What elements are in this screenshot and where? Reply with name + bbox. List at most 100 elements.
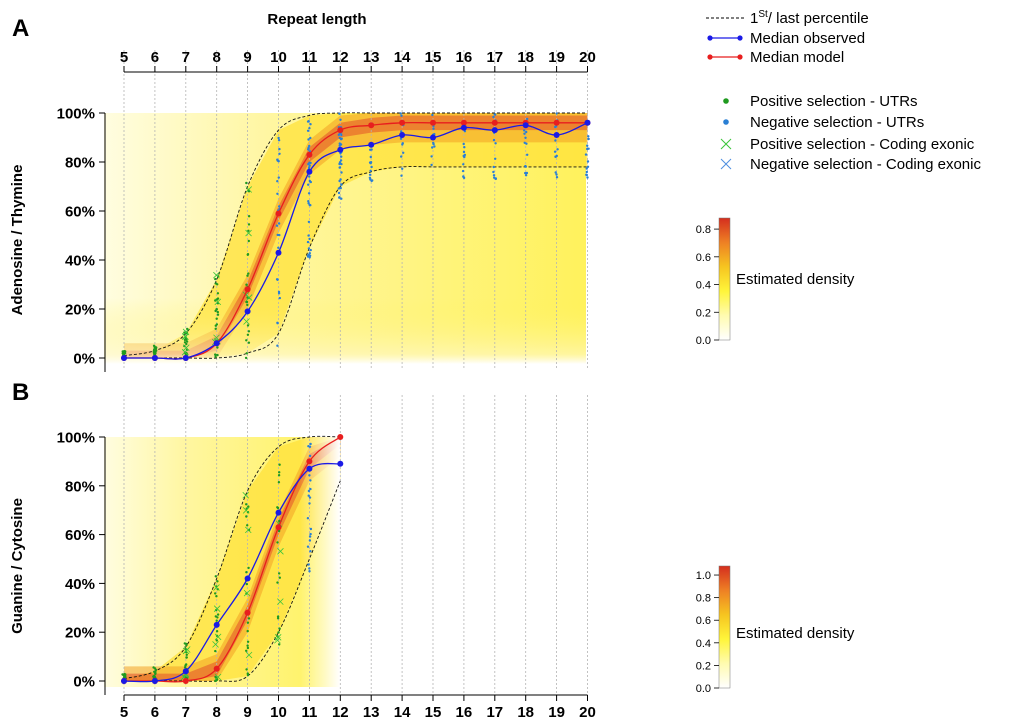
density-heatmap-a <box>104 113 588 364</box>
positive-coding-point <box>214 633 222 641</box>
x-tick-label-top-a: 11 <box>301 49 317 66</box>
positive-utr-point <box>216 310 219 314</box>
negative-utr-point <box>369 155 372 159</box>
median-observed-point <box>399 132 406 138</box>
positive-coding-point <box>213 584 220 591</box>
x-tick-label-bottom-b: 7 <box>182 704 190 720</box>
x-tick-label-top-a: 10 <box>270 49 287 66</box>
negative-utr-point <box>306 517 310 520</box>
colorbar-tick-label-a: 0.2 <box>696 307 711 319</box>
x-tick-label-bottom-b: 11 <box>301 704 317 720</box>
negative-utr-point <box>309 527 313 531</box>
positive-coding-point <box>277 598 284 605</box>
positive-utr-point <box>121 350 124 353</box>
positive-utr-point <box>214 355 217 359</box>
negative-utr-point <box>555 176 559 179</box>
negative-utr-point <box>338 166 342 169</box>
positive-utr-point <box>278 627 281 630</box>
panel-label-b: B <box>12 379 29 406</box>
colorbar-a-label: Estimated density <box>736 271 855 288</box>
positive-coding-point <box>213 605 221 612</box>
median-observed-point <box>182 668 189 675</box>
negative-utr-point <box>307 120 310 123</box>
positive-utr-point <box>278 572 281 575</box>
median-model-point <box>491 119 498 126</box>
x-tick-label-top-a: 17 <box>486 49 503 66</box>
y-tick-label-b: 40% <box>65 576 95 593</box>
gridlines-a <box>123 50 588 370</box>
positive-coding-point <box>242 491 250 499</box>
negative-utr-point <box>400 155 403 158</box>
positive-utr-point <box>276 541 279 544</box>
negative-utr-point <box>402 151 405 154</box>
heat-bottom-fade <box>104 298 586 364</box>
gridlines-b <box>123 395 588 700</box>
negative-utr-point <box>432 141 435 145</box>
negative-utr-point <box>307 494 310 497</box>
positive-utr-point <box>185 342 188 346</box>
negative-utr-point <box>307 192 311 195</box>
positive-utr-point <box>183 341 187 344</box>
negative-utr-point <box>308 474 311 477</box>
colorbar-b-label: Estimated density <box>736 625 855 642</box>
median-observed-point <box>244 575 251 582</box>
x-tick-label-bottom-b: 14 <box>394 704 411 720</box>
negative-utr-point <box>309 204 312 207</box>
median-observed-point <box>151 678 158 684</box>
x-tick-label-bottom-b: 8 <box>213 704 221 720</box>
negative-utr-point <box>308 161 311 164</box>
positive-utr-point <box>246 640 250 643</box>
positive-utr-point <box>216 283 219 286</box>
negative-utr-point <box>340 133 343 137</box>
x-tick-label-top-a: 13 <box>363 49 380 66</box>
x-tick-label-bottom-b: 20 <box>579 704 596 720</box>
negative-utr-point <box>277 292 281 295</box>
positive-utr-point <box>214 353 217 356</box>
negative-utr-point <box>307 489 311 493</box>
y-axis-title-b: Guanine / Cytosine <box>9 498 26 634</box>
median-observed-point <box>337 146 344 153</box>
negative-utr-point <box>339 178 342 181</box>
negative-utr-point <box>340 197 343 200</box>
selection-points-a <box>121 112 590 360</box>
negative-utr-point <box>369 178 372 181</box>
negative-utr-point <box>524 174 528 177</box>
negative-utr-point <box>492 174 496 177</box>
negative-utr-point <box>494 177 497 181</box>
median-model-point <box>553 119 560 126</box>
positive-utr-point <box>152 666 155 669</box>
positive-coding-point <box>181 348 189 356</box>
median-model-point <box>275 210 282 217</box>
median-model-point <box>460 119 467 126</box>
negative-utr-point <box>494 142 497 145</box>
x-tick-label-bottom-b: 19 <box>548 704 565 720</box>
negative-utr-point <box>308 144 311 148</box>
legend-pos-utr-marker <box>723 98 729 104</box>
colorbar-tick-label-a: 0.0 <box>696 335 711 347</box>
positive-utr-point <box>216 613 220 616</box>
panel-b: B Guanine / Cytosine 0% 20% 40% 60% 80% 100% 5… <box>9 379 596 720</box>
positive-utr-point <box>216 353 219 357</box>
negative-utr-point <box>307 138 310 141</box>
negative-utr-point <box>524 171 527 175</box>
negative-utr-point <box>463 146 466 149</box>
x-tick-label-top-a: 14 <box>394 49 411 66</box>
median-observed-point <box>121 678 127 684</box>
median-observed-point <box>522 122 529 129</box>
negative-utr-point <box>276 180 279 183</box>
negative-utr-point <box>307 166 311 169</box>
negative-utr-point <box>307 220 311 224</box>
y-tick-label-b: 60% <box>65 527 95 544</box>
positive-utr-point <box>154 352 157 355</box>
negative-utr-point <box>340 183 343 186</box>
colorbar-tick-label-b: 0.4 <box>696 638 711 650</box>
median-model-point <box>337 434 344 440</box>
negative-utr-point <box>494 157 497 160</box>
negative-utr-point <box>308 254 312 257</box>
positive-utr-point <box>185 642 188 646</box>
positive-utr-point <box>245 649 248 652</box>
x-tick-label-top-a: 15 <box>425 49 442 66</box>
positive-utr-point <box>247 330 251 333</box>
median-observed-line <box>123 462 341 683</box>
median-observed-point <box>275 509 282 516</box>
